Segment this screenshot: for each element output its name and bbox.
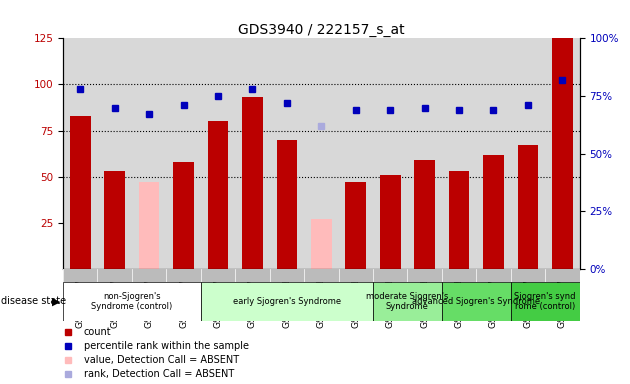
Text: rank, Detection Call = ABSENT: rank, Detection Call = ABSENT [84,369,234,379]
Text: early Sjogren's Syndrome: early Sjogren's Syndrome [233,297,341,306]
Bar [380,175,401,269]
Text: value, Detection Call = ABSENT: value, Detection Call = ABSENT [84,355,239,365]
Bar [442,282,511,321]
Text: Sjogren's synd
rome (control): Sjogren's synd rome (control) [515,292,576,311]
Bar [373,282,442,321]
Bar [483,154,504,269]
Text: advanced Sjogren's Syndrome: advanced Sjogren's Syndrome [412,297,541,306]
Text: non-Sjogren's
Syndrome (control): non-Sjogren's Syndrome (control) [91,292,173,311]
Bar [63,269,580,282]
Bar [242,98,263,269]
Text: ▶: ▶ [52,296,60,306]
Bar [415,160,435,269]
Text: disease state: disease state [1,296,66,306]
Bar [552,38,573,269]
Bar [345,182,366,269]
Bar [70,116,91,269]
Bar [201,282,373,321]
Text: percentile rank within the sample: percentile rank within the sample [84,341,249,351]
Bar [449,171,469,269]
Title: GDS3940 / 222157_s_at: GDS3940 / 222157_s_at [238,23,404,37]
Bar [208,121,228,269]
Bar [511,282,580,321]
Bar [311,219,331,269]
Text: count: count [84,327,112,337]
Bar [105,171,125,269]
Bar [277,140,297,269]
Bar [139,182,159,269]
Bar [173,162,194,269]
Text: moderate Sjogren's
Syndrome: moderate Sjogren's Syndrome [366,292,449,311]
Bar [518,145,538,269]
Bar [63,282,201,321]
